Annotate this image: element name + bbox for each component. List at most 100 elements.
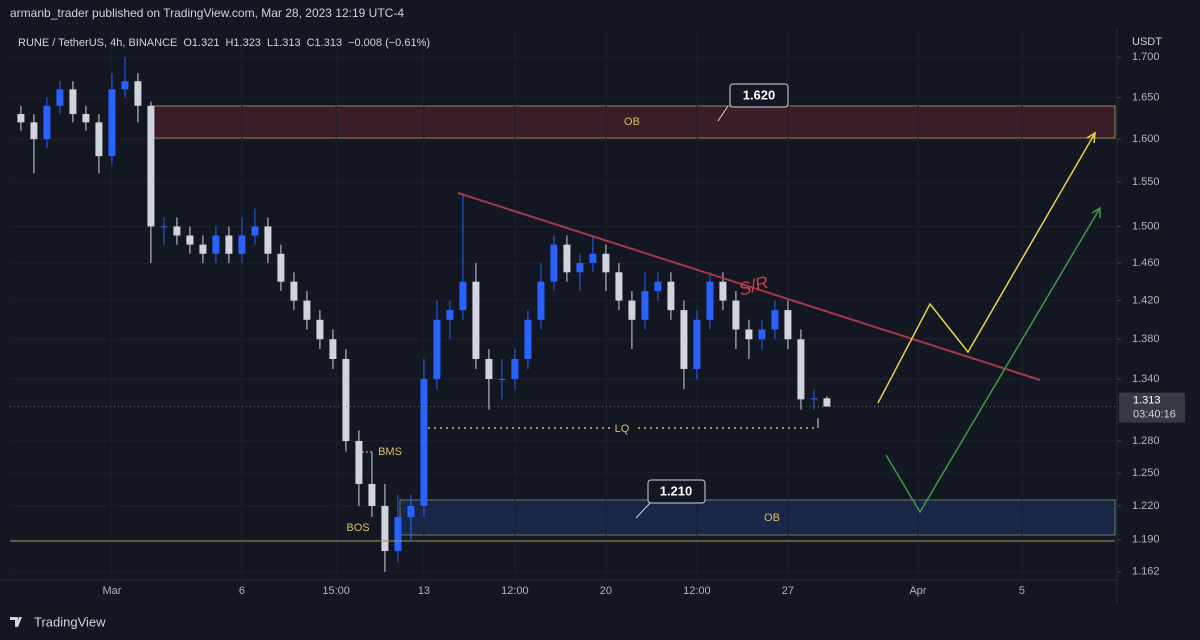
candle-body bbox=[667, 281, 675, 311]
ohlc-legend: O1.321 H1.323 L1.313 C1.313 −0.008 (−0.61%) bbox=[183, 37, 430, 49]
candle-body bbox=[654, 281, 662, 292]
brand: TradingView bbox=[34, 614, 106, 629]
bullish-arrow bbox=[1086, 131, 1096, 144]
x-tick-label: 12:00 bbox=[501, 585, 529, 597]
candle-body bbox=[303, 300, 311, 320]
y-tick-label: 1.500 bbox=[1132, 220, 1160, 232]
candle-body bbox=[472, 281, 480, 359]
candle-body bbox=[251, 226, 259, 236]
candle-body bbox=[17, 114, 25, 123]
candle-body bbox=[264, 226, 272, 254]
candle-body bbox=[602, 253, 610, 273]
candle-body bbox=[693, 319, 701, 369]
candle-body bbox=[745, 329, 753, 340]
candle-body bbox=[550, 244, 558, 282]
currency: USDT bbox=[1132, 36, 1162, 48]
candle-body bbox=[277, 253, 285, 282]
candle-body bbox=[771, 310, 779, 330]
candle-body bbox=[355, 440, 363, 484]
x-tick-label: 15:00 bbox=[322, 585, 350, 597]
candle-body bbox=[30, 122, 38, 140]
candle-body bbox=[173, 226, 181, 236]
callout-box bbox=[729, 83, 789, 108]
candle-body bbox=[381, 505, 389, 552]
y-tick-label: 1.340 bbox=[1132, 373, 1160, 385]
candle-body bbox=[199, 244, 207, 254]
candle-body bbox=[212, 235, 220, 254]
candle-body bbox=[680, 310, 688, 369]
candle-body bbox=[147, 105, 155, 227]
candle-body bbox=[238, 235, 246, 254]
candle-body bbox=[225, 235, 233, 254]
ohlc-value: −0.008 (−0.61%) bbox=[348, 37, 430, 49]
candle-body bbox=[589, 253, 597, 264]
ob-zone-bottom bbox=[399, 499, 1116, 536]
candle-body bbox=[43, 105, 51, 140]
ob-zone-top bbox=[149, 105, 1116, 139]
x-tick-label: 5 bbox=[1019, 585, 1025, 597]
y-tick-label: 1.190 bbox=[1132, 534, 1160, 546]
lq-label-bg bbox=[610, 420, 634, 436]
ohlc-value: O1.321 bbox=[183, 37, 219, 49]
callout-pointer bbox=[635, 502, 651, 519]
price-tag-countdown: 03:40:16 bbox=[1133, 408, 1176, 420]
candle-body bbox=[134, 81, 142, 106]
candle-body bbox=[446, 310, 454, 320]
x-tick-label: Mar bbox=[102, 585, 121, 597]
y-tick-label: 1.280 bbox=[1132, 435, 1160, 447]
candle-body bbox=[186, 235, 194, 245]
candle-body bbox=[329, 339, 337, 359]
candle-body bbox=[433, 319, 441, 380]
header-bar bbox=[0, 0, 1200, 28]
candle-body bbox=[342, 358, 350, 441]
plot-area: 1.700 1.650 1.600 1.550 1.500 1.460 1.420 1.380… bbox=[10, 30, 1185, 597]
candle-body bbox=[407, 505, 415, 518]
callout-top: 1.620 bbox=[743, 87, 776, 102]
candle-body bbox=[758, 329, 766, 340]
bms-label: BMS bbox=[378, 446, 402, 458]
y-tick-label: 1.250 bbox=[1132, 467, 1160, 479]
candle-body bbox=[810, 398, 818, 400]
y-tick-label: 1.700 bbox=[1132, 51, 1160, 63]
candle-body bbox=[108, 89, 116, 157]
candle-body bbox=[56, 89, 64, 106]
candle-body bbox=[563, 244, 571, 273]
candle-body bbox=[784, 310, 792, 340]
callout-box bbox=[647, 479, 706, 504]
y-tick-label: 1.162 bbox=[1132, 566, 1160, 578]
x-tick-label: 6 bbox=[239, 585, 245, 597]
x-tick-label: 20 bbox=[600, 585, 612, 597]
alt-arrow bbox=[1091, 206, 1101, 218]
candle-body bbox=[95, 122, 103, 157]
candle-body bbox=[524, 319, 532, 359]
candle-body bbox=[732, 300, 740, 330]
y-tick-label: 1.380 bbox=[1132, 333, 1160, 345]
callout-pointer bbox=[717, 105, 729, 122]
bullish-path bbox=[877, 132, 1096, 404]
candle-body bbox=[641, 291, 649, 320]
candle-body bbox=[82, 114, 90, 123]
x-tick-label: 13 bbox=[418, 585, 430, 597]
candle-body bbox=[615, 272, 623, 301]
candle-body bbox=[511, 358, 519, 380]
brand-logo bbox=[10, 617, 22, 627]
symbol: RUNE / TetherUS, 4h, BINANCE bbox=[18, 37, 177, 49]
candle-body bbox=[719, 281, 727, 301]
resistance-trendline bbox=[457, 192, 1041, 381]
candle-body bbox=[420, 379, 428, 506]
y-tick-label: 1.420 bbox=[1132, 294, 1160, 306]
candle-body bbox=[290, 281, 298, 301]
x-tick-label: 27 bbox=[782, 585, 794, 597]
candle-body bbox=[368, 483, 376, 506]
callout-bottom: 1.210 bbox=[660, 483, 693, 498]
x-tick-label: 12:00 bbox=[683, 585, 711, 597]
footer-bar bbox=[0, 604, 1200, 640]
y-tick-label: 1.550 bbox=[1132, 176, 1160, 188]
candle-body bbox=[706, 281, 714, 320]
candle-body bbox=[121, 81, 129, 90]
bos-label: BOS bbox=[346, 522, 369, 534]
ob-top-label: OB bbox=[624, 116, 640, 128]
candle-body bbox=[485, 358, 493, 380]
